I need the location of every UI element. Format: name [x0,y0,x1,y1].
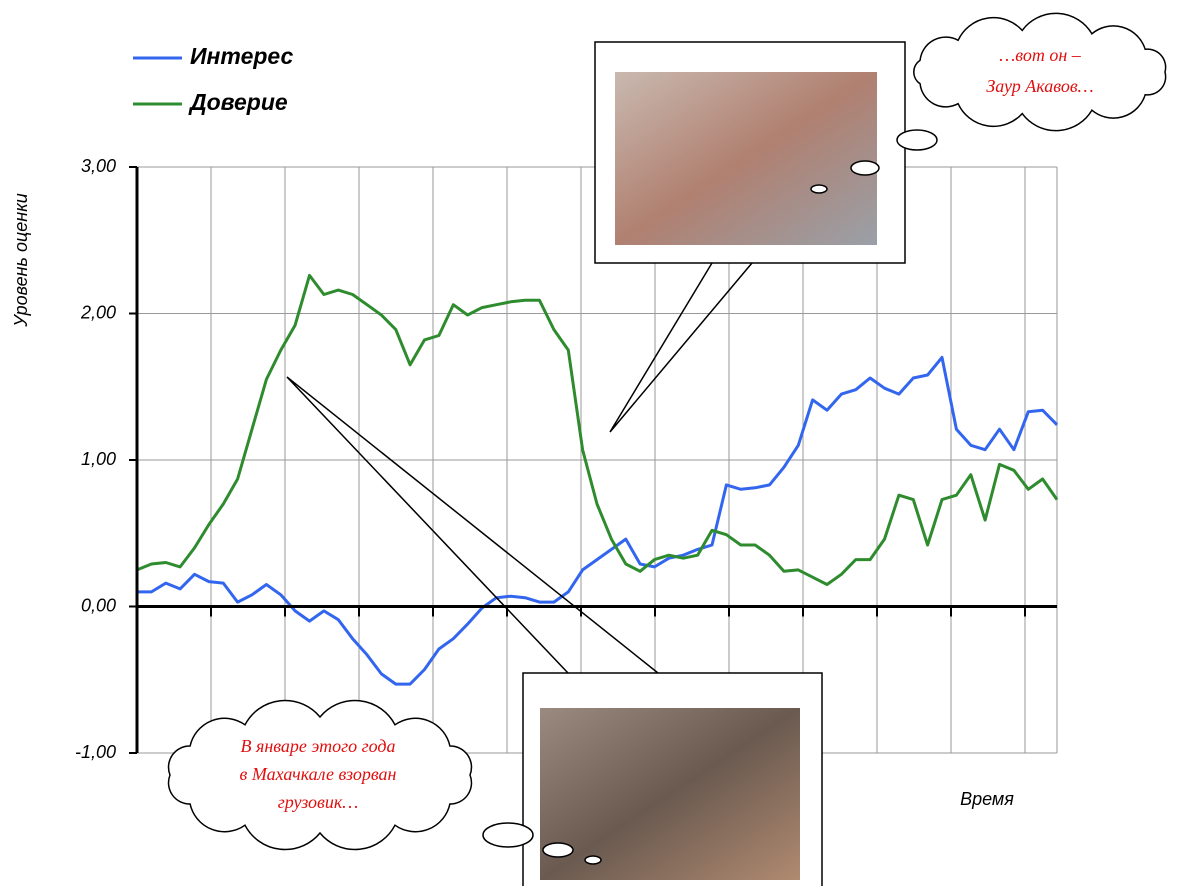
y-tick-label: 2,00 [80,302,116,322]
thought-bubble [850,160,880,176]
callout-tail [286,376,659,674]
legend-label: Интерес [190,43,293,69]
data-line [136,273,1059,586]
annotation: В январе этого года [240,736,395,756]
y-tick-label: -1,00 [75,742,116,762]
clouds [167,12,1167,865]
y-tick-label: 0,00 [81,595,116,615]
cloud [167,699,473,851]
axes: -1,00 0,00 1,00 2,00 3,00 [75,56,1057,762]
photo [615,72,877,245]
thought-bubble [810,184,828,194]
x-axis-label: Время [960,789,1014,809]
annotation: Заур Акавов… [986,76,1093,96]
photo [540,708,800,880]
y-tick-label: 3,00 [81,156,116,176]
cloud [913,12,1167,132]
lines [136,273,1059,686]
y-tick-label: 1,00 [81,449,116,469]
legend-label: Доверие [188,89,288,115]
y-axis-label: Уровень оценки [11,193,31,327]
thought-bubble [584,855,602,865]
callout-tail [609,262,753,433]
thought-bubble [896,129,938,151]
annotation: …вот он – [999,45,1082,65]
annotation: грузовик… [278,792,359,812]
annotation: в Махачкале взорван [240,764,397,784]
thought-bubble [482,822,534,848]
callouts [286,41,906,886]
thought-bubble [542,842,574,858]
